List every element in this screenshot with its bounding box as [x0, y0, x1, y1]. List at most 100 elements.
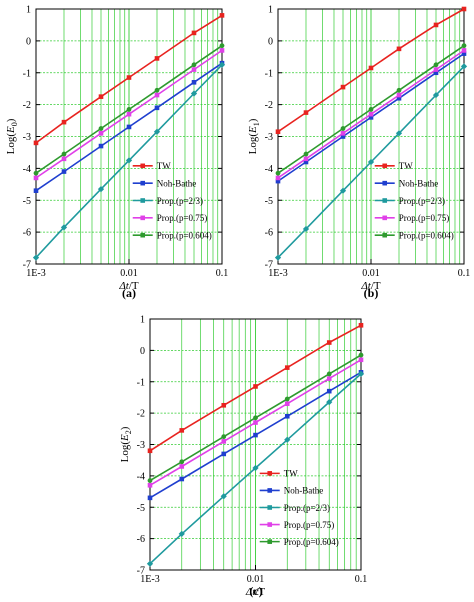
legend-entry: Prop.(p=2/3)	[284, 503, 330, 513]
x-tick-label: 1E-3	[26, 268, 45, 279]
y-axis-label-sub: 2	[124, 430, 133, 434]
data-point	[154, 92, 160, 98]
y-tick-label: -5	[265, 196, 273, 207]
data-point	[340, 131, 346, 136]
panel-label: (c)	[249, 584, 262, 598]
x-axis-label-rest: /T	[371, 280, 381, 292]
y-tick-label: 0	[140, 346, 145, 357]
data-point	[221, 402, 227, 408]
data-point	[358, 357, 364, 363]
data-point	[253, 415, 258, 421]
data-point	[219, 43, 225, 49]
data-point	[275, 129, 281, 135]
y-axis-label-var: E	[5, 126, 17, 134]
legend-swatch-marker	[140, 215, 146, 221]
data-point	[191, 80, 197, 85]
x-tick-label: 0.01	[362, 268, 380, 279]
data-point	[147, 495, 153, 501]
x-axis-label-rest: /T	[129, 280, 139, 292]
data-point	[368, 65, 374, 71]
legend-swatch-marker	[267, 522, 273, 527]
legend: TW Noh-Bathe Prop.(p=2/3) Prop.(p=0.75) Prop…	[374, 161, 454, 240]
series-5	[275, 43, 467, 176]
data-point	[326, 388, 332, 394]
x-axis-label-var: Δt	[245, 586, 256, 598]
data-point	[146, 560, 154, 567]
y-tick-label: 1	[140, 315, 145, 326]
y-tick-label: -7	[23, 260, 31, 271]
data-point	[98, 143, 104, 149]
data-point	[303, 151, 309, 157]
data-point	[147, 448, 153, 454]
data-point	[218, 61, 226, 68]
y-tick-label: -3	[265, 132, 273, 143]
data-point	[191, 62, 197, 68]
y-tick-label: -2	[265, 100, 273, 111]
legend-swatch-marker	[382, 232, 388, 238]
legend: TW Noh-Bathe Prop.(p=2/3) Prop.(p=0.75) Prop…	[132, 161, 212, 240]
data-point	[284, 365, 290, 370]
series-5	[147, 352, 364, 483]
y-tick-label: -7	[137, 566, 145, 577]
data-point	[191, 67, 197, 72]
data-point	[154, 56, 160, 61]
y-tick-label: -6	[23, 228, 31, 239]
x-tick-label: 0.1	[216, 268, 229, 279]
data-point	[33, 140, 39, 146]
x-axis-label: Δt/T	[118, 280, 139, 292]
y-tick-label: -2	[23, 100, 31, 111]
data-point	[61, 156, 67, 162]
y-tick-label: -4	[23, 164, 31, 175]
data-point	[154, 105, 160, 111]
legend-swatch-marker	[382, 198, 388, 203]
data-point	[221, 434, 227, 440]
x-tick-label: 1E-3	[268, 268, 287, 279]
data-point	[284, 401, 290, 407]
data-point	[126, 107, 132, 112]
y-tick-label: -6	[265, 228, 273, 239]
data-point	[33, 188, 39, 193]
data-point	[191, 30, 197, 36]
legend-entry: Prop.(p=0.75)	[399, 213, 450, 223]
data-point	[461, 6, 467, 12]
legend-entry: Noh-Bathe	[399, 178, 439, 188]
data-point	[61, 119, 67, 125]
y-axis-label-var: E	[119, 434, 131, 442]
data-point	[303, 156, 309, 162]
data-point	[154, 87, 160, 93]
data-point	[219, 13, 225, 18]
y-axis-label-sub: 0	[10, 122, 19, 126]
data-point	[60, 224, 68, 231]
data-point	[275, 175, 281, 181]
y-axis-label-main: Log(	[5, 133, 17, 155]
legend-swatch-marker	[382, 180, 388, 186]
data-point	[284, 396, 290, 402]
legend-entry: Noh-Bathe	[157, 178, 197, 188]
y-axis-label-main: Log(	[247, 133, 259, 155]
data-point	[179, 464, 185, 469]
x-tick-label: 0.01	[120, 268, 138, 279]
y-tick-label: -4	[265, 164, 273, 175]
y-tick-label: 0	[268, 36, 273, 47]
legend-swatch-marker	[140, 198, 146, 203]
y-axis-label-main: Log(	[119, 441, 131, 463]
data-point	[357, 370, 365, 378]
data-point	[340, 134, 346, 139]
legend-entry: Prop.(p=0.75)	[284, 520, 335, 530]
panel-label: (a)	[122, 286, 136, 300]
y-axis-label-end: )	[5, 118, 17, 122]
legend-entry: Prop.(p=2/3)	[157, 196, 203, 206]
data-point	[179, 459, 185, 465]
data-point	[61, 169, 67, 174]
data-point	[368, 111, 374, 117]
data-point	[253, 420, 258, 425]
data-point	[221, 439, 227, 444]
legend-swatch-marker	[267, 539, 273, 544]
series-2	[275, 51, 467, 184]
x-axis-label-var: Δt	[360, 280, 371, 292]
data-point	[33, 175, 39, 181]
data-point	[97, 185, 105, 193]
x-tick-label: 0.1	[458, 268, 471, 279]
data-point	[98, 94, 104, 99]
